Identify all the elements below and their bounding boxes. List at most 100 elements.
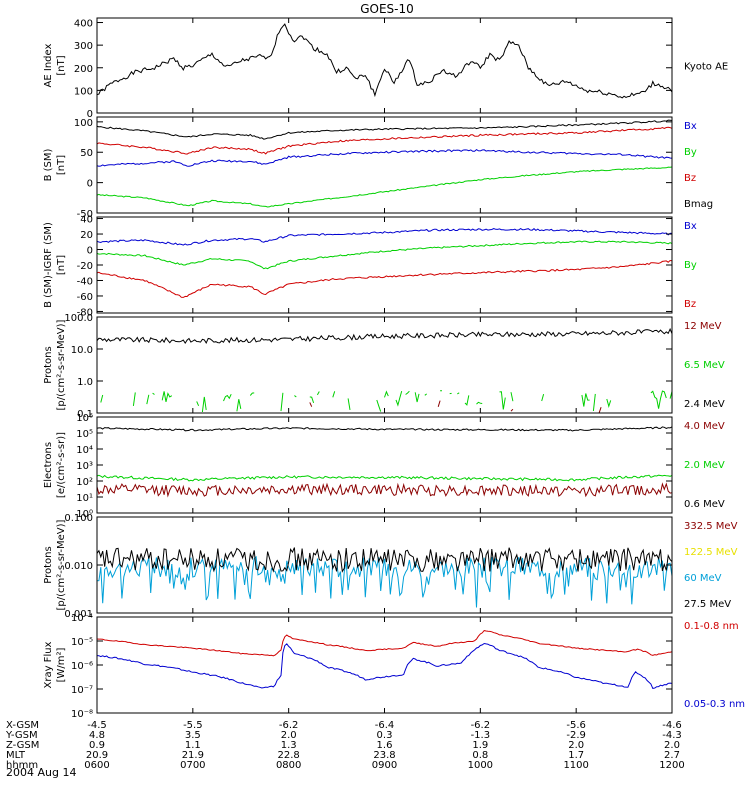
y-axis-label: [nT] xyxy=(56,255,67,275)
ephemeris-value: 23.8 xyxy=(373,750,395,761)
y-tick-label: 100.0 xyxy=(64,313,93,324)
y-axis-label: B (SM) xyxy=(43,148,54,181)
legend-label: Bmag xyxy=(684,199,713,210)
panel-5-series xyxy=(97,426,672,498)
ephemeris-value: 1.6 xyxy=(377,740,393,751)
y-axis-label: [p/(cm²-s-sr-MeV)] xyxy=(56,319,67,410)
y-tick-label: 10⁰ xyxy=(76,509,93,520)
ephemeris-value: -5.5 xyxy=(183,720,203,731)
series-line-3-2 xyxy=(97,240,672,270)
legend-label: Bz xyxy=(684,173,696,184)
y-tick-label: 0 xyxy=(87,179,93,190)
y-tick-label: 0.1 xyxy=(77,409,93,420)
panel-7: 10⁻⁸ 10⁻⁷ 10⁻⁶ 10⁻⁵ 10⁻⁴ Xray Flux [W/m²] 0.1-0… xyxy=(43,613,745,720)
series-line-5-2 xyxy=(97,474,672,482)
legend-label: 12 MeV xyxy=(684,321,722,332)
panel-6-frame xyxy=(96,516,673,614)
ephemeris-row-label: X-GSM xyxy=(6,720,39,731)
y-tick-label: 0 xyxy=(87,246,93,257)
y-tick-label: 1.0 xyxy=(77,377,93,388)
y-tick-label: 400 xyxy=(74,19,93,30)
panel-1-series xyxy=(97,23,672,99)
y-tick-label: 10⁻⁶ xyxy=(71,661,93,672)
y-tick-label: 0.001 xyxy=(64,609,93,620)
y-tick-label: 10⁴ xyxy=(76,445,93,456)
ephemeris-row-label: hhmm xyxy=(6,760,38,771)
ephemeris-value: 1.1 xyxy=(185,740,201,751)
ephemeris-value: 0700 xyxy=(180,760,205,771)
y-tick-label: -20 xyxy=(77,261,93,272)
ephemeris-value: -1.3 xyxy=(471,730,491,741)
y-axis-label: Protons xyxy=(43,546,54,583)
series-line-6-4 xyxy=(97,547,672,573)
panel-7-frame xyxy=(96,616,673,714)
ephemeris-value: 4.8 xyxy=(89,730,105,741)
series-line-2-2 xyxy=(97,166,672,208)
y-axis-label: [nT] xyxy=(56,155,67,175)
legend-label: 2.0 MeV xyxy=(684,460,725,471)
ephemeris-value: -6.2 xyxy=(279,720,299,731)
ephemeris-value: 1.9 xyxy=(472,740,488,751)
series-line-5-3 xyxy=(97,426,672,432)
legend-label: Bx xyxy=(684,221,697,232)
series-line-7-1 xyxy=(97,630,672,657)
y-tick-label: -40 xyxy=(77,276,93,287)
ephemeris-table: X-GSM -4.5 -5.5 -6.2 -6.4 -6.2 -5.6 -4.6 Y-GSM 4.… xyxy=(5,720,685,771)
ephemeris-value: 20.9 xyxy=(86,750,108,761)
ephemeris-value: -6.4 xyxy=(375,720,395,731)
legend-label: By xyxy=(684,147,697,158)
series-line-4-1 xyxy=(97,327,672,345)
panel-6: 0.001 0.010 0.100 Protons [p/(cm²-s-sr-MeV)]… xyxy=(43,513,738,620)
ephemeris-value: 0600 xyxy=(84,760,109,771)
ephemeris-value: 22.8 xyxy=(278,750,300,761)
ephemeris-value: -4.3 xyxy=(662,730,682,741)
y-tick-label: 10² xyxy=(76,477,93,488)
ephemeris-value: -5.6 xyxy=(566,720,586,731)
series-line-3-1 xyxy=(97,228,672,246)
legend-label: 27.5 MeV xyxy=(684,599,731,610)
panel-5: 10⁰ 10¹ 10² 10³ 10⁴ 10⁵ 10⁶ Electrons [e/(cm²-s-… xyxy=(43,413,725,520)
y-axis-label: [W/m²] xyxy=(56,647,67,682)
legend-label: 0.6 MeV xyxy=(684,499,725,510)
legend-label: Bx xyxy=(684,121,697,132)
y-axis-label: Electrons xyxy=(43,442,54,488)
y-axis-label: [p/(cm²-s-sr-MeV)] xyxy=(56,519,67,610)
series-line-3-3 xyxy=(97,259,672,298)
ephemeris-value: 0900 xyxy=(372,760,397,771)
legend-label: Kyoto AE xyxy=(684,62,728,73)
ephemeris-value: 0800 xyxy=(276,760,301,771)
y-tick-label: -50 xyxy=(77,209,93,220)
series-line-7-2 xyxy=(97,642,672,689)
ephemeris-value: 2.0 xyxy=(281,730,297,741)
panel-3: -80 -60 -40 -20 0 20 40 B (SM)-IGRF (SM) [nT] Bx B… xyxy=(43,215,697,319)
legend-label: By xyxy=(684,260,697,271)
panel-5-frame xyxy=(96,416,673,514)
legend-label: 4.0 MeV xyxy=(684,421,725,432)
panel-2: -50 0 50 100 B (SM) [nT] Bx By Bz Bmag xyxy=(43,116,713,220)
ephemeris-value: 21.9 xyxy=(182,750,204,761)
y-tick-label: 0.100 xyxy=(64,513,93,524)
ephemeris-value: 1.3 xyxy=(281,740,297,751)
ephemeris-value: 1000 xyxy=(468,760,493,771)
series-line-4-2 xyxy=(100,390,672,413)
series-line-2-1 xyxy=(97,148,672,167)
ephemeris-value: 0.8 xyxy=(472,750,488,761)
y-tick-label: 0.010 xyxy=(64,561,93,572)
panel-7-series xyxy=(97,630,672,689)
ephemeris-value: 2.0 xyxy=(664,740,680,751)
series-line-2-3 xyxy=(97,126,672,155)
ephemeris-value: -4.5 xyxy=(87,720,107,731)
legend-label: 60 MeV xyxy=(684,573,722,584)
y-tick-label: -60 xyxy=(77,292,93,303)
ephemeris-row-label: Y-GSM xyxy=(5,730,38,741)
y-tick-label: 10⁶ xyxy=(76,413,93,424)
ephemeris-value: 1.7 xyxy=(568,750,584,761)
ephemeris-value: 0.9 xyxy=(89,740,105,751)
y-tick-label: 10⁻⁸ xyxy=(71,709,93,720)
y-tick-label: 10.0 xyxy=(71,345,93,356)
y-tick-label: 10⁻⁵ xyxy=(71,637,93,648)
panel-4: 0.1 1.0 10.0 100.0 Protons [p/(cm²-s-sr-MeV)]… xyxy=(43,313,725,420)
y-tick-label: 300 xyxy=(74,41,93,52)
y-axis-label: B (SM)-IGRF (SM) xyxy=(43,222,54,308)
